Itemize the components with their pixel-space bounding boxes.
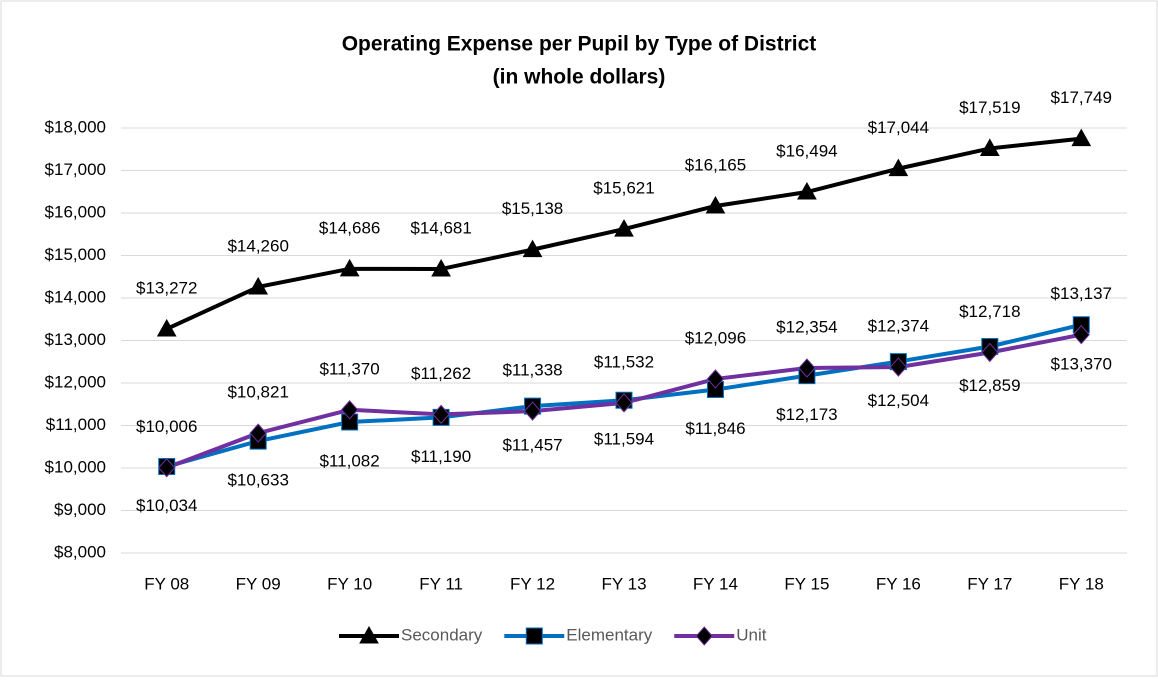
- data-label: $10,633: [227, 471, 288, 490]
- y-tick-label: $15,000: [45, 245, 106, 264]
- data-label: $12,173: [776, 405, 837, 424]
- data-label: $17,749: [1051, 88, 1112, 107]
- data-label: $16,494: [776, 141, 837, 160]
- data-point: [158, 457, 176, 478]
- data-point: [889, 357, 908, 377]
- data-label: $12,374: [868, 317, 929, 336]
- data-point: [706, 369, 725, 389]
- x-tick-label: FY 11: [419, 574, 463, 593]
- data-label: $12,718: [959, 302, 1020, 321]
- data-point: [798, 358, 816, 378]
- data-point: [156, 318, 177, 337]
- x-tick-label: FY 16: [876, 574, 921, 593]
- data-label: $11,082: [320, 451, 380, 470]
- legend-label: Unit: [736, 625, 767, 644]
- data-label: $12,504: [868, 391, 929, 410]
- data-point: [339, 258, 360, 277]
- data-label: $11,370: [320, 359, 380, 378]
- data-label: $11,457: [502, 436, 562, 455]
- x-tick-label: FY 18: [1059, 574, 1104, 593]
- data-point: [1071, 128, 1092, 147]
- x-tick-label: FY 17: [967, 574, 1012, 593]
- y-tick-label: $14,000: [45, 287, 106, 306]
- x-tick-label: FY 08: [144, 574, 189, 593]
- data-point: [340, 400, 359, 420]
- data-label: $14,681: [410, 219, 471, 238]
- y-tick-label: $12,000: [45, 372, 106, 391]
- legend-label: Secondary: [401, 625, 483, 644]
- y-tick-label: $10,000: [45, 457, 106, 476]
- data-point: [797, 181, 817, 200]
- x-tick-label: FY 09: [236, 574, 281, 593]
- data-label: $11,190: [411, 447, 471, 466]
- data-label: $17,519: [959, 98, 1020, 117]
- y-tick-label: $11,000: [46, 415, 106, 434]
- chart-subtitle: (in whole dollars): [493, 66, 666, 89]
- data-point: [1072, 324, 1090, 345]
- x-tick-label: FY 13: [601, 574, 646, 593]
- data-label: $15,621: [593, 179, 654, 198]
- chart-title: Operating Expense per Pupil by Type of D…: [342, 33, 817, 56]
- data-label: $13,137: [1051, 284, 1112, 303]
- legend-marker: [695, 626, 713, 646]
- data-point: [1072, 316, 1090, 334]
- data-point: [432, 404, 450, 425]
- data-label: $14,260: [227, 236, 288, 255]
- x-tick-label: FY 10: [327, 574, 372, 593]
- x-tick-label: FY 14: [693, 574, 738, 593]
- data-label: $16,165: [685, 155, 746, 174]
- y-tick-label: $18,000: [45, 117, 106, 136]
- data-point: [522, 239, 543, 258]
- data-label: $11,846: [685, 419, 745, 438]
- data-label: $12,859: [959, 376, 1020, 395]
- data-point: [614, 219, 634, 237]
- y-tick-label: $9,000: [54, 500, 106, 519]
- data-label: $10,006: [136, 417, 197, 436]
- data-label: $17,044: [868, 118, 929, 137]
- data-point: [523, 401, 542, 421]
- data-point: [248, 276, 269, 295]
- x-tick-label: FY 15: [784, 574, 829, 593]
- y-tick-label: $13,000: [45, 330, 106, 349]
- data-label: $13,370: [1051, 354, 1112, 373]
- data-label: $12,354: [776, 317, 837, 336]
- data-label: $15,138: [502, 199, 563, 218]
- data-label: $10,821: [227, 383, 288, 402]
- legend-marker: [359, 625, 379, 644]
- y-tick-label: $16,000: [45, 202, 106, 221]
- y-tick-label: $8,000: [54, 542, 106, 561]
- data-point: [615, 393, 633, 413]
- data-label: $11,594: [594, 430, 654, 449]
- data-point: [981, 342, 999, 363]
- data-label: $10,034: [136, 496, 197, 515]
- data-label: $11,338: [502, 361, 562, 380]
- x-tick-label: FY 12: [510, 574, 555, 593]
- data-label: $11,532: [594, 352, 654, 371]
- data-point: [705, 195, 726, 214]
- y-tick-label: $17,000: [45, 160, 106, 179]
- data-label: $13,272: [136, 278, 197, 297]
- data-point: [979, 138, 1000, 156]
- data-label: $14,686: [319, 218, 380, 237]
- data-point: [249, 423, 267, 443]
- data-point: [888, 158, 909, 177]
- legend-label: Elementary: [566, 625, 652, 644]
- data-point: [431, 259, 451, 277]
- data-label: $12,096: [685, 328, 746, 347]
- data-label: $11,262: [411, 364, 471, 383]
- legend-marker: [525, 627, 543, 645]
